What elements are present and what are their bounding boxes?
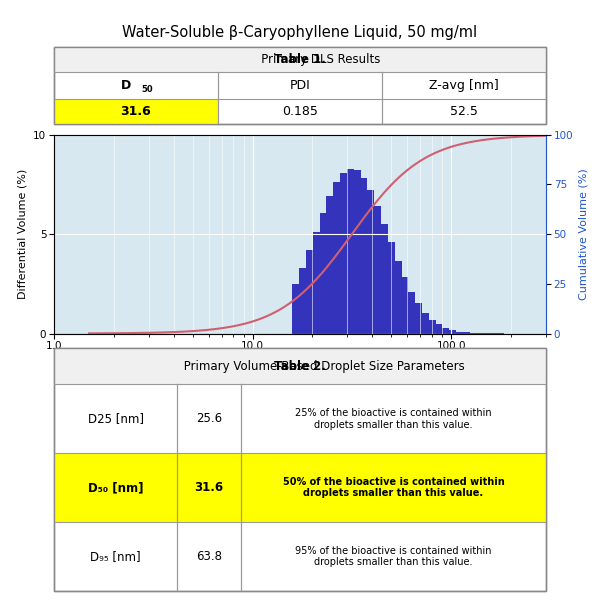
Bar bbox=[388, 242, 395, 334]
Text: 31.6: 31.6 bbox=[121, 105, 151, 118]
Bar bbox=[347, 169, 354, 334]
Bar bbox=[340, 173, 347, 334]
Bar bbox=[442, 328, 449, 334]
Bar bbox=[292, 284, 299, 334]
Bar bbox=[320, 213, 326, 334]
Text: 50: 50 bbox=[141, 85, 152, 94]
Y-axis label: Differential Volume (%): Differential Volume (%) bbox=[17, 169, 28, 299]
Bar bbox=[449, 330, 456, 334]
Text: D25 [nm]: D25 [nm] bbox=[88, 412, 143, 425]
Text: Primary Volume-Based Droplet Size Parameters: Primary Volume-Based Droplet Size Parame… bbox=[135, 359, 465, 373]
Bar bbox=[177, 453, 241, 522]
Text: 95% of the bioactive is contained within
droplets smaller than this value.: 95% of the bioactive is contained within… bbox=[295, 546, 492, 568]
Text: PDI: PDI bbox=[290, 79, 310, 92]
Text: Water-Soluble β-Caryophyllene Liquid, 50 mg/ml: Water-Soluble β-Caryophyllene Liquid, 50… bbox=[122, 25, 478, 40]
Text: 0.185: 0.185 bbox=[282, 105, 318, 118]
Bar bbox=[395, 260, 401, 334]
Bar bbox=[54, 47, 546, 73]
Bar bbox=[241, 453, 546, 522]
Bar bbox=[306, 250, 313, 334]
Bar bbox=[313, 232, 320, 334]
Bar bbox=[299, 268, 306, 334]
Bar bbox=[354, 170, 361, 334]
Text: Primary DLS Results: Primary DLS Results bbox=[220, 53, 380, 66]
Text: Z-avg [nm]: Z-avg [nm] bbox=[429, 79, 499, 92]
Text: D₉₅ [nm]: D₉₅ [nm] bbox=[90, 550, 141, 563]
Bar bbox=[436, 325, 442, 334]
Bar bbox=[367, 190, 374, 334]
Text: 52.5: 52.5 bbox=[450, 105, 478, 118]
Text: 63.8: 63.8 bbox=[196, 550, 222, 563]
Bar bbox=[409, 292, 415, 334]
Bar bbox=[415, 304, 422, 334]
Bar bbox=[326, 196, 333, 334]
Bar bbox=[463, 332, 470, 334]
Y-axis label: Cumulative Volume (%): Cumulative Volume (%) bbox=[579, 168, 589, 300]
Text: D₅₀ [nm]: D₅₀ [nm] bbox=[88, 481, 143, 494]
Text: D: D bbox=[121, 79, 131, 92]
Bar bbox=[381, 224, 388, 334]
Bar bbox=[374, 206, 381, 334]
Bar bbox=[456, 332, 463, 334]
Bar bbox=[54, 453, 177, 522]
Bar bbox=[54, 99, 218, 124]
Bar bbox=[333, 182, 340, 334]
Text: Table 1.: Table 1. bbox=[274, 53, 326, 66]
Text: 25.6: 25.6 bbox=[196, 412, 222, 425]
X-axis label: Diameter (nm): Diameter (nm) bbox=[254, 357, 346, 370]
Bar bbox=[470, 333, 476, 334]
Bar bbox=[361, 178, 367, 334]
Bar bbox=[422, 313, 429, 334]
Bar bbox=[54, 348, 546, 385]
Bar bbox=[429, 320, 436, 334]
Bar bbox=[401, 277, 409, 334]
Text: 25% of the bioactive is contained within
droplets smaller than this value.: 25% of the bioactive is contained within… bbox=[295, 408, 492, 430]
Text: 50% of the bioactive is contained within
droplets smaller than this value.: 50% of the bioactive is contained within… bbox=[283, 477, 505, 499]
Text: 31.6: 31.6 bbox=[194, 481, 224, 494]
Text: Table 2.: Table 2. bbox=[274, 359, 326, 373]
